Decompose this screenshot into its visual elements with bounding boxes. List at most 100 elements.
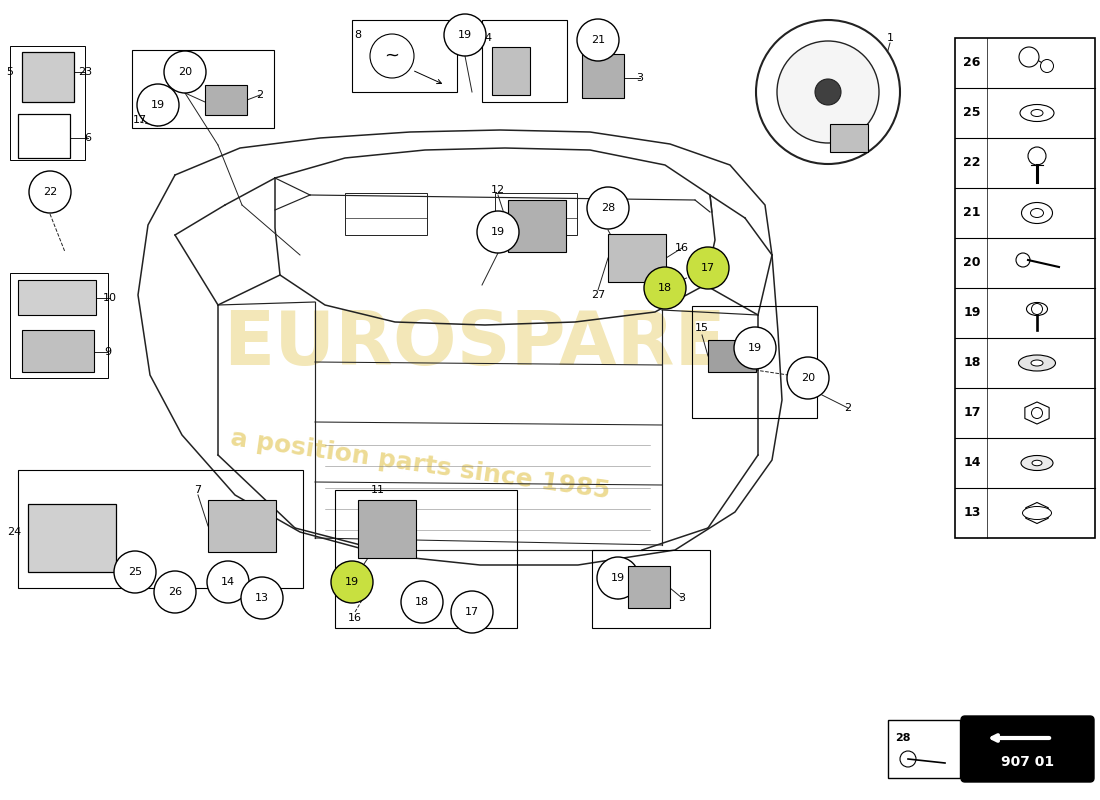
- Text: 25: 25: [964, 106, 981, 119]
- Circle shape: [138, 84, 179, 126]
- Text: 907 01: 907 01: [1001, 755, 1055, 769]
- Text: 20: 20: [964, 257, 981, 270]
- Bar: [495, 193, 578, 235]
- Bar: [628, 566, 670, 608]
- Bar: [132, 50, 274, 128]
- Bar: [888, 720, 960, 778]
- Text: 13: 13: [964, 506, 981, 519]
- Bar: [492, 47, 530, 95]
- Text: 17: 17: [964, 406, 981, 419]
- Bar: [336, 490, 517, 628]
- Bar: [18, 470, 303, 588]
- Circle shape: [444, 14, 486, 56]
- Circle shape: [451, 591, 493, 633]
- Circle shape: [578, 19, 619, 61]
- Text: 19: 19: [748, 343, 762, 353]
- Ellipse shape: [1026, 302, 1047, 315]
- Bar: [582, 54, 624, 98]
- Bar: [955, 38, 1094, 538]
- Bar: [352, 20, 456, 92]
- Ellipse shape: [1019, 355, 1056, 371]
- Text: 19: 19: [345, 577, 359, 587]
- Text: 17: 17: [133, 115, 147, 125]
- Circle shape: [900, 751, 916, 767]
- Text: 14: 14: [964, 457, 981, 470]
- Polygon shape: [1025, 502, 1048, 523]
- Circle shape: [114, 551, 156, 593]
- Circle shape: [734, 327, 776, 369]
- Text: 13: 13: [255, 593, 270, 603]
- Text: 11: 11: [371, 485, 385, 495]
- Text: 20: 20: [178, 67, 192, 77]
- Circle shape: [777, 41, 879, 143]
- Circle shape: [164, 51, 206, 93]
- Ellipse shape: [1031, 209, 1044, 218]
- Bar: [608, 234, 666, 282]
- Circle shape: [756, 20, 900, 164]
- Text: EUROSPARE: EUROSPARE: [223, 309, 726, 382]
- Text: 28: 28: [895, 733, 911, 743]
- Text: 7: 7: [195, 485, 201, 495]
- Text: 8: 8: [354, 30, 362, 40]
- Circle shape: [688, 247, 729, 289]
- Text: 18: 18: [658, 283, 672, 293]
- Bar: [692, 306, 817, 418]
- Bar: [358, 500, 416, 558]
- Circle shape: [241, 577, 283, 619]
- Text: 1: 1: [887, 33, 893, 43]
- Circle shape: [1019, 47, 1040, 67]
- Text: 24: 24: [7, 527, 21, 537]
- Bar: [482, 20, 566, 102]
- Text: 14: 14: [221, 577, 235, 587]
- Bar: [28, 504, 115, 572]
- Ellipse shape: [1031, 110, 1043, 117]
- Circle shape: [786, 357, 829, 399]
- Circle shape: [1032, 303, 1043, 314]
- Ellipse shape: [1020, 105, 1054, 122]
- FancyArrowPatch shape: [415, 71, 441, 83]
- Text: 18: 18: [964, 357, 981, 370]
- Text: 25: 25: [128, 567, 142, 577]
- Bar: [508, 200, 566, 252]
- Text: 19: 19: [610, 573, 625, 583]
- Text: 18: 18: [415, 597, 429, 607]
- Text: 21: 21: [591, 35, 605, 45]
- Text: 19: 19: [491, 227, 505, 237]
- Text: a position parts since 1985: a position parts since 1985: [229, 426, 612, 503]
- Text: 22: 22: [964, 157, 981, 170]
- Circle shape: [154, 571, 196, 613]
- Text: 3: 3: [637, 73, 644, 83]
- Bar: [592, 550, 710, 628]
- Text: 27: 27: [591, 290, 605, 300]
- Circle shape: [1028, 147, 1046, 165]
- Text: 28: 28: [601, 203, 615, 213]
- Bar: [708, 340, 756, 372]
- Text: 17: 17: [465, 607, 480, 617]
- Text: 21: 21: [964, 206, 981, 219]
- Circle shape: [1032, 407, 1043, 418]
- Text: 10: 10: [103, 293, 117, 303]
- Bar: [22, 330, 94, 372]
- Circle shape: [1016, 253, 1030, 267]
- Text: 2: 2: [256, 90, 264, 100]
- Bar: [830, 124, 868, 152]
- Text: 22: 22: [43, 187, 57, 197]
- Polygon shape: [1025, 402, 1049, 424]
- Ellipse shape: [1031, 360, 1043, 366]
- Text: 15: 15: [695, 323, 710, 333]
- Text: 4: 4: [484, 33, 492, 43]
- Text: 3: 3: [679, 593, 685, 603]
- Circle shape: [1041, 59, 1054, 73]
- Ellipse shape: [1022, 202, 1053, 223]
- Circle shape: [370, 34, 414, 78]
- Text: 16: 16: [348, 613, 362, 623]
- Circle shape: [477, 211, 519, 253]
- Circle shape: [587, 187, 629, 229]
- Text: 23: 23: [78, 67, 92, 77]
- Bar: [345, 193, 427, 235]
- Text: 26: 26: [168, 587, 183, 597]
- Text: 16: 16: [675, 243, 689, 253]
- Circle shape: [402, 581, 443, 623]
- Text: 9: 9: [104, 347, 111, 357]
- Text: 19: 19: [964, 306, 981, 319]
